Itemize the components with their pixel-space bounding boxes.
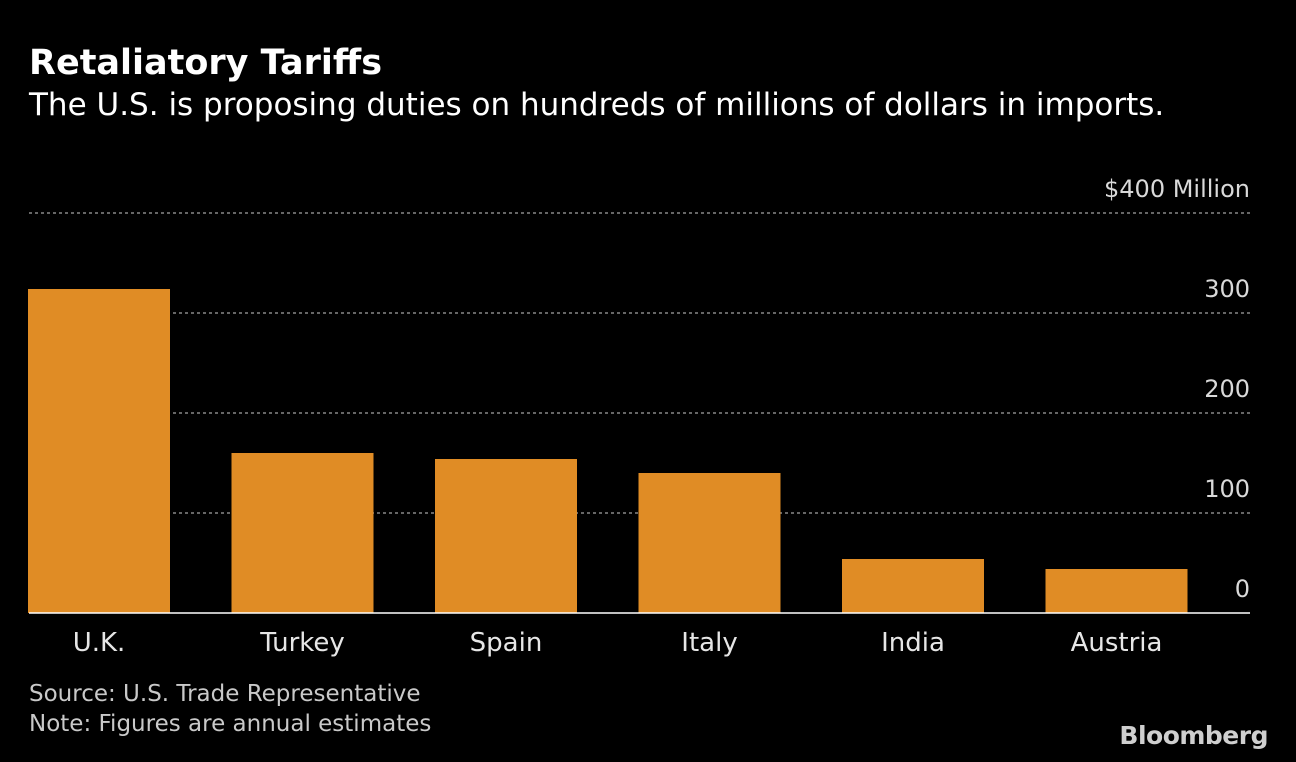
source-note: Source: U.S. Trade Representative: [29, 681, 421, 707]
x-tick-label: Spain: [470, 628, 543, 658]
chart-subtitle: The U.S. is proposing duties on hundreds…: [29, 87, 1165, 123]
y-tick-label: 0: [1235, 575, 1250, 603]
bar-turkey: [231, 453, 374, 613]
bar-spain: [435, 459, 577, 613]
chart-title: Retaliatory Tariffs: [29, 43, 383, 83]
x-tick-label: Turkey: [259, 628, 345, 658]
x-tick-label: India: [881, 628, 945, 658]
bar-uk: [28, 289, 170, 613]
figures-note: Note: Figures are annual estimates: [29, 711, 432, 737]
bloomberg-logo: Bloomberg: [1119, 721, 1268, 750]
bar-austria: [1045, 569, 1188, 613]
x-tick-label: Austria: [1071, 628, 1163, 658]
bar-india: [842, 559, 984, 613]
x-tick-label: Italy: [681, 628, 737, 658]
y-tick-label: 100: [1204, 475, 1250, 503]
y-tick-label: 300: [1204, 275, 1250, 303]
bar-italy: [638, 473, 781, 613]
y-tick-label: $400 Million: [1104, 175, 1250, 203]
y-tick-label: 200: [1204, 375, 1250, 403]
x-tick-label: U.K.: [73, 628, 126, 658]
